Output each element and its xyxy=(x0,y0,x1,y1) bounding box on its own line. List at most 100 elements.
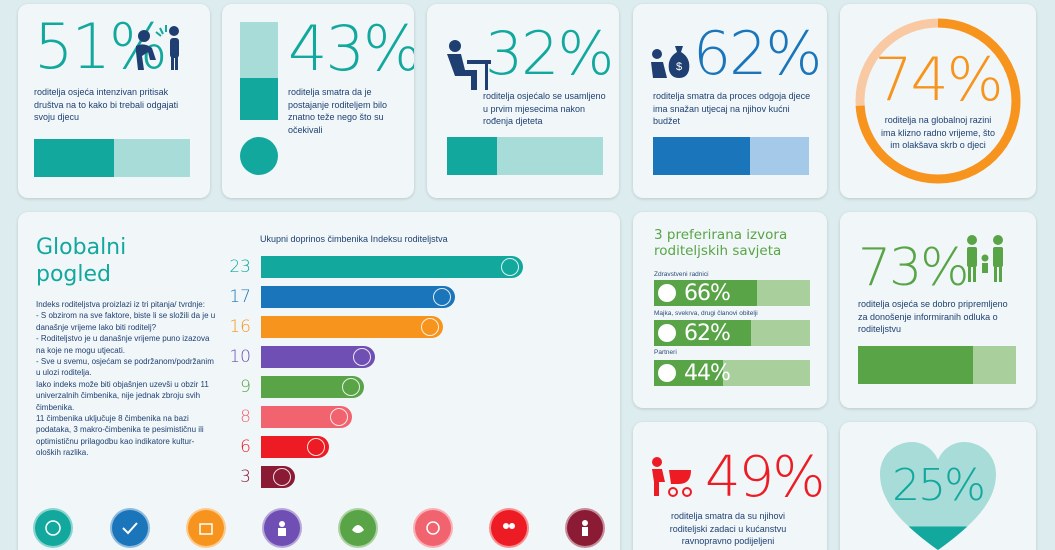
factor-icon-wellbeing xyxy=(33,508,73,548)
bar xyxy=(261,436,330,458)
source-value: 62% xyxy=(684,321,731,346)
bar-value-label: 8 xyxy=(240,407,251,427)
stat-value: 62% xyxy=(693,19,822,89)
global-body-p3: - Sve u svemu, osjećam se podržanom/podr… xyxy=(36,357,214,378)
bar-chart: 23 17 16 10 9 8 6 3 xyxy=(18,212,620,502)
source-label: Majka, svekrva, drugi članovi obitelji xyxy=(654,310,758,317)
source-value: 66% xyxy=(684,281,731,306)
global-title-line2: pogled xyxy=(36,262,112,287)
money-bag-icon: $ xyxy=(651,46,690,78)
stat-desc: roditelja smatra da proces odgoja djece … xyxy=(653,91,811,126)
stat-desc: roditelja osjeća se dobro pripremljeno z… xyxy=(858,299,1008,334)
partner-icon xyxy=(658,364,676,382)
exclamation-dot xyxy=(240,137,278,175)
factor-icon xyxy=(501,258,519,276)
bar-value-label: 10 xyxy=(229,347,251,367)
stat-value: 74% xyxy=(874,45,1003,115)
sources-title-line2: roditeljskih savjeta xyxy=(654,243,782,259)
stat-desc: roditelja na globalnoj razini ima klizno… xyxy=(880,115,996,150)
bar-value-label: 23 xyxy=(229,257,251,277)
stat-desc: roditelja osjeća intenzivan pritisak dru… xyxy=(34,87,179,122)
stat-value: 25% xyxy=(892,460,986,511)
factor-icon-community xyxy=(413,508,453,548)
stat-card-73: 73% roditelja osjeća se dobro pripremlje… xyxy=(840,212,1036,408)
factor-icon xyxy=(330,408,349,426)
stat-value: 73% xyxy=(858,238,970,298)
bar xyxy=(261,346,375,368)
sources-title: 3 preferirana izvora roditeljskih savjet… xyxy=(654,227,787,259)
bar xyxy=(261,286,455,308)
exclamation-bar xyxy=(240,22,278,120)
progress-fill xyxy=(34,139,114,177)
global-body-p5: 11 čimbenika uključuje 8 čimbenika na ba… xyxy=(36,414,204,458)
bar xyxy=(261,316,444,338)
global-title-line1: Globalni xyxy=(36,235,127,260)
stat-card-74: 74% roditelja na globalnoj razini ima kl… xyxy=(840,4,1036,198)
bar xyxy=(261,376,364,398)
donut-ring xyxy=(855,18,1021,184)
factor-icon xyxy=(307,438,326,456)
family-icon xyxy=(967,235,1003,282)
bar-value-label: 6 xyxy=(240,437,251,457)
heart-icon xyxy=(880,442,996,550)
global-body-p2: - Roditeljstvo je u današnje vrijeme pun… xyxy=(36,334,210,355)
global-body: Indeks roditeljstva proizlazi iz tri pit… xyxy=(36,299,216,459)
factor-icon-health xyxy=(338,508,378,548)
factor-icon xyxy=(421,318,440,336)
factor-icon xyxy=(352,348,371,366)
progress-bar xyxy=(858,346,1016,384)
global-body-p4: Iako indeks može biti objašnjen uzevši u… xyxy=(36,379,209,412)
factor-icon xyxy=(341,378,360,396)
progress-fill xyxy=(858,346,974,384)
global-body-p0: Indeks roditeljstva proizlazi iz tri pit… xyxy=(36,300,205,309)
chart-title: Ukupni doprinos čimbenika Indeksu rodite… xyxy=(260,234,448,244)
stat-value: 49% xyxy=(705,445,825,510)
bar xyxy=(261,406,353,428)
progress-bar xyxy=(34,139,190,177)
factor-icon-work xyxy=(186,508,226,548)
bar-value-label: 3 xyxy=(240,467,251,487)
stat-desc: roditelja smatra da je postajanje rodite… xyxy=(288,87,388,135)
progress-bar xyxy=(447,137,603,175)
global-title: Globalni pogled xyxy=(36,234,126,288)
stat-card-62: $ 62% roditelja smatra da proces odgoja … xyxy=(633,4,827,198)
doctor-icon xyxy=(658,284,676,302)
bar xyxy=(261,256,523,278)
stat-desc: roditelja osjećalo se usamljeno u prvim … xyxy=(483,91,606,126)
stat-desc: roditelja smatra da su njihovi roditeljs… xyxy=(669,511,787,546)
stat-card-49: 49% roditelja smatra da su njihovi rodit… xyxy=(633,422,827,550)
family-member-icon xyxy=(658,324,676,342)
stroller-parent-icon xyxy=(652,457,692,497)
lonely-parent-icon xyxy=(447,40,491,90)
progress-bar xyxy=(653,137,809,175)
factor-icon-support xyxy=(489,508,529,548)
factor-icon xyxy=(273,468,292,486)
factor-icon-parent xyxy=(565,508,605,548)
factor-icon xyxy=(432,288,451,306)
bar-value-label: 9 xyxy=(240,377,251,397)
stat-card-25: 25% xyxy=(840,422,1036,550)
bar-value-label: 16 xyxy=(229,317,251,337)
progress-fill xyxy=(447,137,497,175)
stat-card-43: 43% roditelja smatra da je postajanje ro… xyxy=(222,4,414,198)
source-bar: 66% xyxy=(654,280,810,306)
svg-text:$: $ xyxy=(676,61,682,73)
stat-value: 43% xyxy=(288,12,414,85)
stat-value: 32% xyxy=(485,19,614,89)
factor-icon-family xyxy=(262,508,302,548)
global-body-p1: - S obzirom na sve faktore, biste li se … xyxy=(36,311,216,332)
factor-icon-finance xyxy=(110,508,150,548)
bar-value-label: 17 xyxy=(229,287,251,307)
bar xyxy=(261,466,296,488)
source-bar: 44% xyxy=(654,360,810,386)
progress-fill xyxy=(653,137,750,175)
stat-card-51: 51% roditelja osjeća intenzivan pritisak… xyxy=(18,4,210,198)
stat-card-32: 32% roditelja osjećalo se usamljeno u pr… xyxy=(427,4,619,198)
sources-title-line1: 3 preferirana izvora xyxy=(654,227,788,243)
source-bar: 62% xyxy=(654,320,810,346)
source-label: Partneri xyxy=(654,349,677,356)
exclamation-fill xyxy=(240,77,278,120)
source-label: Zdravstveni radnici xyxy=(654,271,709,278)
global-view-card: Globalni pogled Indeks roditeljstva proi… xyxy=(18,212,620,550)
source-value: 44% xyxy=(684,361,731,386)
